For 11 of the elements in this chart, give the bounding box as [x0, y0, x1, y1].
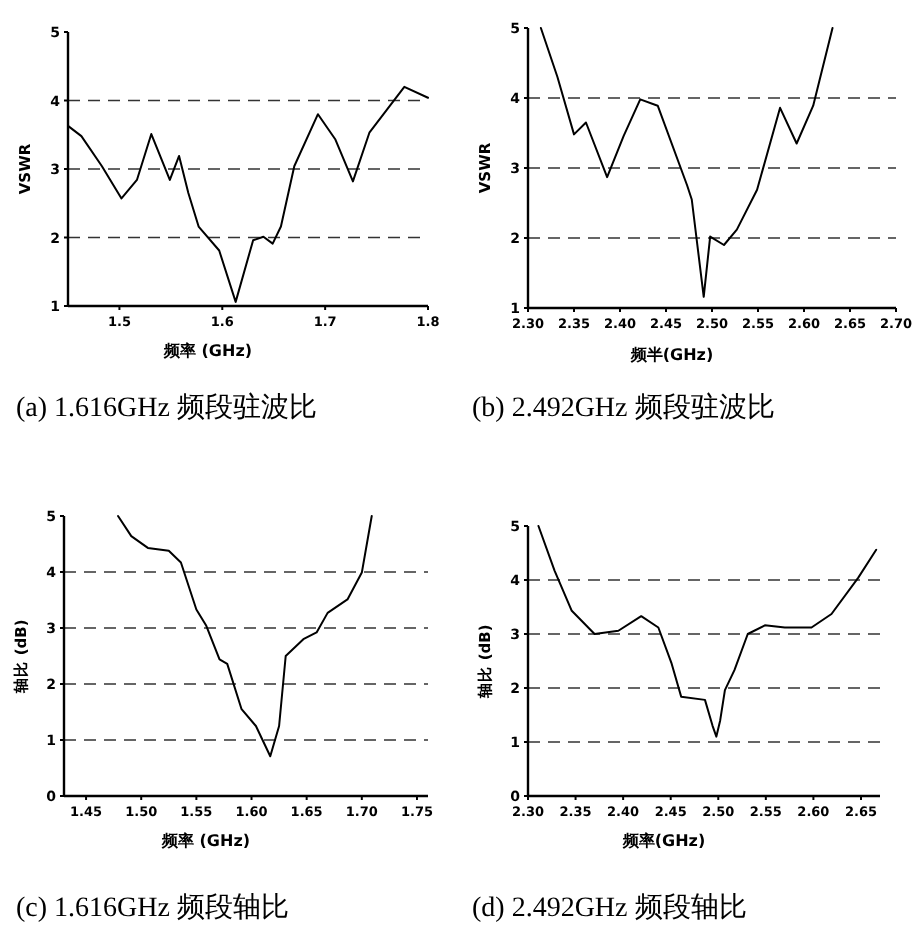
x-axis-title: 频半(GHz) — [628, 346, 714, 364]
x-axis-title: 频率(GHz) — [620, 830, 706, 850]
text: (b) 2.492GHz 频段驻波比 — [472, 392, 775, 424]
x-axis-title: 频率 (GHz) — [159, 830, 251, 850]
text: (d) 2.492GHz 频段轴比 — [472, 892, 747, 924]
text: (c) 1.616GHz 频段轴比 — [16, 892, 289, 924]
line-series — [117, 515, 373, 758]
text: (a) 1.616GHz 频段驻波比 — [16, 392, 317, 424]
line-series — [537, 525, 878, 738]
line-series — [539, 27, 834, 298]
x-axis-title: 频率 (GHz) — [161, 340, 253, 360]
